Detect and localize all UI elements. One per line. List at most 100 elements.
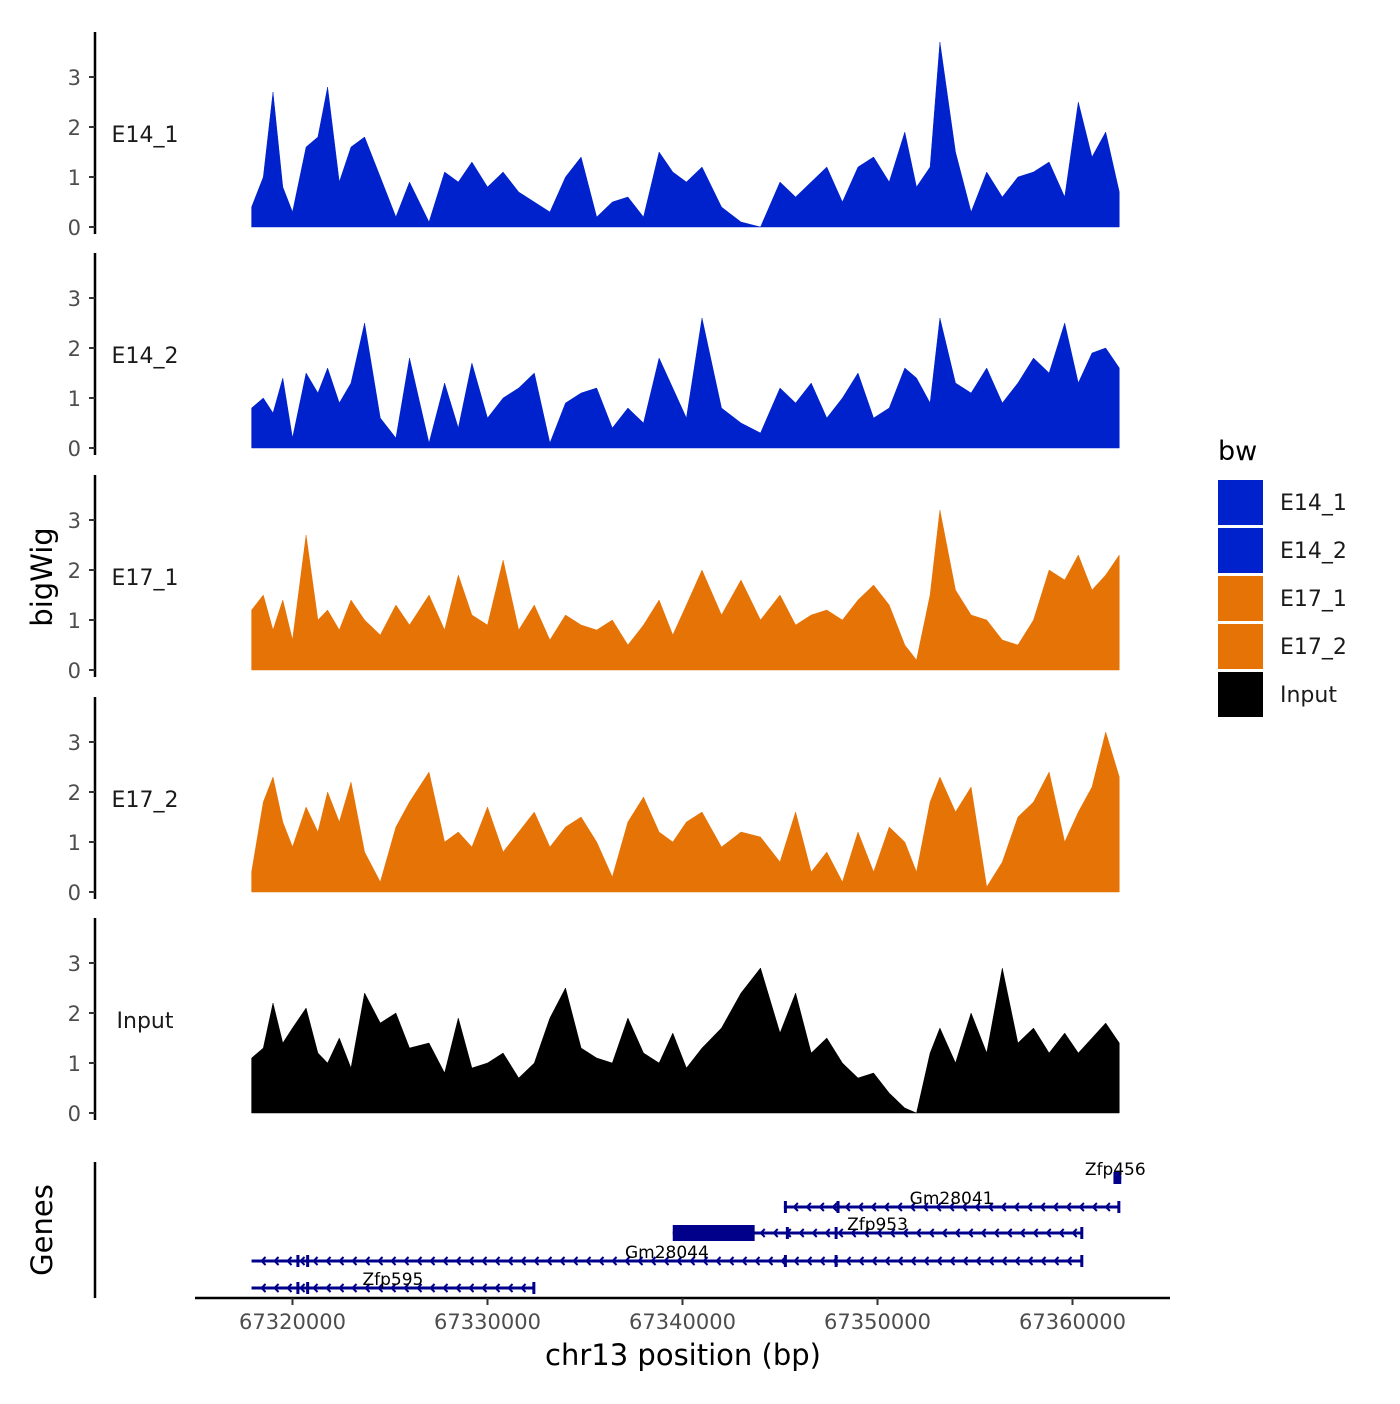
strand-chevron [338,1283,345,1293]
strand-chevron [403,1283,410,1293]
track-label: E17_2 [112,788,179,813]
x-tick-label: 67340000 [629,1310,736,1334]
strand-chevron [260,1283,267,1293]
strand-chevron [468,1256,475,1266]
strand-chevron [416,1256,423,1266]
strand-chevron [1039,1202,1046,1212]
strand-chevron [325,1256,332,1266]
x-tick-label: 67360000 [1019,1310,1126,1334]
strand-chevron [1027,1256,1034,1266]
y-tick-label: 0 [68,216,81,240]
strand-chevron [520,1256,527,1266]
strand-chevron [876,1228,883,1238]
strand-chevron [767,1256,774,1266]
strand-chevron [975,1256,982,1266]
strand-chevron [1014,1256,1021,1266]
strand-chevron [1078,1202,1085,1212]
strand-chevron [624,1256,631,1266]
strand-chevron [811,1228,818,1238]
exon [1113,1172,1122,1184]
y-tick-label: 1 [68,1052,81,1076]
strand-chevron [429,1256,436,1266]
gene-label: Zfp456 [1085,1160,1146,1180]
tracks: 0 1 2 3 E14_1 0 1 2 3 E14_2 0 1 2 3 E17_1 0 1 2 3 E17_2 0 1 2 3… [68,32,1120,1126]
y-tick-label: 2 [68,116,81,140]
strand-chevron [870,1202,877,1212]
strand-chevron [1000,1202,1007,1212]
strand-chevron [715,1256,722,1266]
strand-chevron [818,1202,825,1212]
track-E17_1: 0 1 2 3 E17_1 [68,475,1120,683]
gene-Zfp953: Zfp953 [672,1215,1084,1241]
exon [296,1282,300,1294]
strand-chevron [948,1202,955,1212]
strand-chevron [455,1283,462,1293]
strand-chevron [844,1202,851,1212]
area-E17_2 [251,731,1120,893]
gene-Zfp456: Zfp456 [1085,1160,1146,1184]
strand-chevron [909,1202,916,1212]
track-label: Input [117,1009,174,1034]
strand-chevron [611,1256,618,1266]
gene-Gm28041: Gm28041 [783,1189,1121,1213]
exon [1080,1255,1084,1267]
strand-chevron [585,1256,592,1266]
strand-chevron [286,1283,293,1293]
strand-chevron [902,1228,909,1238]
strand-chevron [824,1228,831,1238]
legend-swatch [1218,576,1263,621]
exon [783,1255,787,1267]
strand-chevron [772,1228,779,1238]
strand-chevron [481,1256,488,1266]
strand-chevron [1104,1202,1111,1212]
strand-chevron [805,1202,812,1212]
strand-chevron [863,1228,870,1238]
gene-label: Zfp953 [847,1215,908,1235]
y-tick-label: 0 [68,659,81,683]
strand-chevron [299,1283,306,1293]
strand-chevron [676,1256,683,1266]
genes-track-label: Genes [25,1184,59,1276]
strand-chevron [546,1256,553,1266]
exon [296,1255,300,1267]
exon [672,1225,755,1241]
strand-chevron [364,1283,371,1293]
strand-chevron [351,1256,358,1266]
strand-chevron [533,1256,540,1266]
strand-chevron [1013,1202,1020,1212]
y-tick-label: 2 [68,781,81,805]
strand-chevron [663,1256,670,1266]
strand-chevron [845,1256,852,1266]
strand-chevron [936,1256,943,1266]
strand-chevron [650,1256,657,1266]
strand-chevron [1032,1228,1039,1238]
strand-chevron [857,1202,864,1212]
strand-chevron [980,1228,987,1238]
strand-chevron [403,1256,410,1266]
exon [785,1227,789,1239]
track-E14_2: 0 1 2 3 E14_2 [68,253,1120,461]
legend-swatch [1218,528,1263,573]
legend-items: E14_1 E14_2 E17_1 E17_2 Input [1218,480,1347,717]
strand-chevron [792,1202,799,1212]
area-Input [251,967,1120,1114]
strand-chevron [377,1283,384,1293]
strand-chevron [928,1228,935,1238]
strand-chevron [974,1202,981,1212]
y-tick-label: 2 [68,1002,81,1026]
track-label: E14_2 [112,344,179,369]
strand-chevron [1006,1228,1013,1238]
strand-chevron [941,1228,948,1238]
strand-chevron [637,1256,644,1266]
strand-chevron [442,1256,449,1266]
strand-chevron [702,1256,709,1266]
track-E17_2: 0 1 2 3 E17_2 [68,697,1120,905]
strand-chevron [1065,1202,1072,1212]
strand-chevron [922,1202,929,1212]
strand-chevron [260,1256,267,1266]
strand-chevron [889,1228,896,1238]
strand-chevron [364,1256,371,1266]
y-tick-label: 0 [68,1102,81,1126]
